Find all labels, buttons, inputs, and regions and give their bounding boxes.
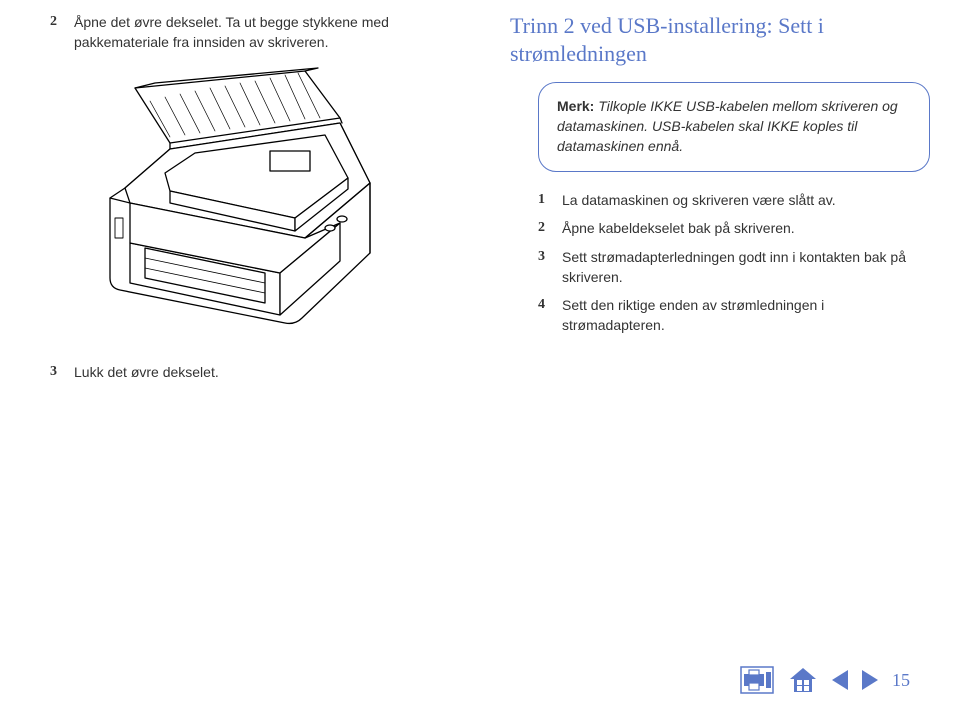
note-text: Tilkople IKKE USB-kabelen mellom skriver… [557, 98, 898, 154]
right-steps-list: 1 La datamaskinen og skriveren være slåt… [538, 190, 930, 336]
step-number: 3 [538, 247, 552, 288]
step-text: Lukk det øvre dekselet. [74, 362, 470, 382]
step-text: Sett strømadapterledningen godt inn i ko… [562, 247, 930, 288]
left-step-3: 3 Lukk det øvre dekselet. [50, 362, 470, 382]
left-step-2: 2 Åpne det øvre dekselet. Ta ut begge st… [50, 12, 470, 53]
next-page-icon[interactable] [862, 670, 878, 690]
home-icon[interactable] [788, 666, 818, 694]
note-label: Merk: [557, 98, 594, 114]
step-text: Åpne det øvre dekselet. Ta ut begge styk… [74, 12, 470, 53]
right-step-3: 3 Sett strømadapterledningen godt inn i … [538, 247, 930, 288]
step-number: 2 [50, 12, 64, 53]
step-number: 4 [538, 295, 552, 336]
step-text: Åpne kabeldekselet bak på skriveren. [562, 218, 930, 238]
step-text: La datamaskinen og skriveren være slått … [562, 190, 930, 210]
step-number: 2 [538, 218, 552, 238]
step-number: 1 [538, 190, 552, 210]
print-icon[interactable] [740, 666, 774, 694]
right-step-4: 4 Sett den riktige enden av strømledning… [538, 295, 930, 336]
prev-page-icon[interactable] [832, 670, 848, 690]
right-step-2: 2 Åpne kabeldekselet bak på skriveren. [538, 218, 930, 238]
page-footer: 15 [740, 666, 910, 694]
right-step-1: 1 La datamaskinen og skriveren være slåt… [538, 190, 930, 210]
left-column: 2 Åpne det øvre dekselet. Ta ut begge st… [50, 12, 470, 388]
right-column: Trinn 2 ved USB-installering: Sett i str… [510, 12, 930, 388]
section-heading: Trinn 2 ved USB-installering: Sett i str… [510, 12, 930, 68]
note-callout: Merk: Tilkople IKKE USB-kabelen mellom s… [538, 82, 930, 172]
page-number: 15 [892, 670, 910, 691]
step-text: Sett den riktige enden av strømledningen… [562, 295, 930, 336]
printer-illustration [70, 63, 470, 348]
step-number: 3 [50, 362, 64, 382]
